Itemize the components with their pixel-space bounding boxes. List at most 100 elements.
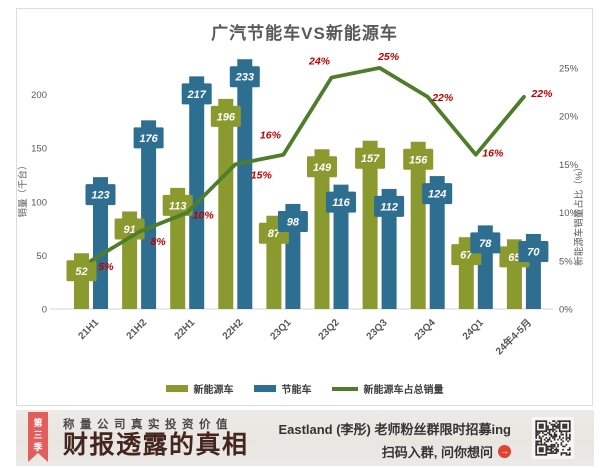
x-tick-label: 24年4-5月 bbox=[493, 316, 534, 357]
bar-cap bbox=[403, 148, 434, 170]
trend-line bbox=[89, 66, 526, 263]
legend-label: 新能源车占总销量 bbox=[363, 385, 444, 396]
bar-value-label: 98 bbox=[287, 216, 300, 228]
promo-line2: 扫码入群, 问你想问 → bbox=[382, 442, 511, 461]
qr-code-icon bbox=[532, 417, 574, 459]
season-ribbon-label: 第三季 bbox=[32, 418, 43, 454]
bar-value-label: 149 bbox=[313, 162, 332, 174]
legend-item-energy-saving: 节能车 bbox=[253, 381, 312, 396]
x-tick-label: 22H2 bbox=[221, 317, 246, 342]
bar-cap bbox=[277, 210, 308, 232]
bar-value-label: 116 bbox=[332, 197, 350, 209]
banner-right: Eastland (李彤) 老师粉丝群限时招募ing 扫码入群, 问你想问 → bbox=[278, 419, 511, 461]
pct-label: 24% bbox=[308, 56, 331, 68]
pct-label: 22% bbox=[530, 88, 553, 100]
bar bbox=[429, 176, 445, 309]
promo-banner: 第三季 称量公司真实投资价值 财报透露的真相 Eastland (李彤) 老师粉… bbox=[16, 410, 594, 466]
banner-title: 财报透露的真相 bbox=[63, 432, 249, 459]
bar-value-label: 52 bbox=[75, 266, 87, 278]
bar-cap bbox=[355, 147, 386, 169]
pct-label: 16% bbox=[260, 130, 282, 142]
y-right-tick-label: 20% bbox=[559, 112, 579, 123]
banner-left: 称量公司真实投资价值 财报透露的真相 bbox=[63, 416, 249, 459]
pct-label: 15% bbox=[251, 169, 273, 181]
bar-cap bbox=[162, 194, 193, 216]
x-tick-label: 24Q1 bbox=[461, 317, 486, 342]
banner-subtitle: 称量公司真实投资价值 bbox=[63, 419, 233, 431]
x-tick-label: 22H1 bbox=[173, 317, 198, 342]
bar-cap bbox=[181, 83, 212, 105]
chart-panel: 0 50 100 150 200 0% 5% 10% 15% 20% 25% 销量（千台） 新能源车销量… bbox=[16, 8, 593, 406]
bar-value-label: 67 bbox=[460, 250, 473, 262]
x-tick-label: 23Q2 bbox=[317, 317, 342, 342]
x-tick-label: 21H2 bbox=[125, 317, 150, 342]
bar-cap bbox=[518, 240, 549, 262]
chart-canvas: 0 50 100 150 200 0% 5% 10% 15% 20% 25% 销量（千台） 新能源车销量… bbox=[17, 51, 585, 357]
pct-label: 22% bbox=[431, 92, 454, 104]
bar-value-label: 217 bbox=[187, 89, 207, 101]
x-tick-label: 23Q1 bbox=[268, 317, 293, 342]
bar-value-label: 113 bbox=[169, 200, 187, 212]
bar-value-label: 123 bbox=[91, 190, 109, 202]
y-left-tick-label: 50 bbox=[36, 251, 47, 262]
pct-label: 10% bbox=[193, 210, 215, 222]
y-right-tick-label: 10% bbox=[559, 208, 579, 219]
legend-item-trend: 新能源车占总销量 bbox=[331, 381, 444, 396]
energy-saving-swatch-icon bbox=[253, 385, 276, 392]
arrow-circle-icon: → bbox=[498, 445, 511, 458]
bar-cap bbox=[374, 195, 405, 217]
y-right-tick-label: 25% bbox=[559, 63, 579, 74]
bar-cap bbox=[133, 127, 164, 149]
y-left-axis-title: 销量（千台） bbox=[17, 160, 29, 217]
bar bbox=[237, 59, 253, 309]
pct-label: 25% bbox=[377, 51, 400, 63]
bar-cap bbox=[85, 184, 116, 206]
y-right-tick-label: 5% bbox=[559, 256, 573, 267]
bar-value-label: 124 bbox=[428, 189, 446, 201]
bar bbox=[410, 141, 426, 309]
bar-cap bbox=[470, 232, 501, 254]
y-left-tick-label: 0 bbox=[42, 305, 47, 316]
y-right-axis-title: 新能源车销量占比（%） bbox=[573, 162, 585, 265]
bar-cap bbox=[326, 191, 356, 213]
bar-cap bbox=[422, 183, 453, 205]
bar bbox=[314, 149, 330, 309]
y-right-tick-label: 15% bbox=[559, 160, 579, 171]
x-tick-label: 21H1 bbox=[76, 317, 101, 342]
chart-legend: 新能源车 节能车 新能源车占总销量 bbox=[17, 381, 592, 396]
season-ribbon: 第三季 bbox=[28, 412, 48, 462]
bar-value-label: 78 bbox=[479, 238, 492, 250]
bar-cap bbox=[229, 66, 260, 88]
legend-label: 新能源车 bbox=[193, 385, 234, 396]
bar-cap bbox=[307, 156, 337, 178]
bar-value-label: 156 bbox=[409, 154, 428, 166]
bar bbox=[141, 120, 157, 309]
chart-title: 广汽节能车VS新能源车 bbox=[211, 24, 398, 43]
x-tick-label: 23Q4 bbox=[413, 317, 438, 342]
bar bbox=[189, 76, 205, 309]
pct-label: 5% bbox=[98, 261, 114, 273]
bar-cap bbox=[210, 105, 241, 127]
bar-value-label: 157 bbox=[361, 153, 380, 165]
bar-value-label: 65 bbox=[508, 252, 521, 264]
y-left-tick-label: 200 bbox=[31, 90, 47, 101]
bar bbox=[362, 140, 378, 309]
bar-cap bbox=[66, 260, 97, 282]
bar-value-label: 233 bbox=[235, 72, 254, 84]
bar bbox=[333, 184, 349, 309]
bar-value-label: 196 bbox=[217, 111, 236, 123]
new-energy-swatch-icon bbox=[165, 385, 188, 392]
y-right-tick-label: 0% bbox=[559, 305, 573, 316]
promo-line1: Eastland (李彤) 老师粉丝群限时招募ing bbox=[278, 422, 511, 437]
legend-label: 节能车 bbox=[281, 385, 312, 396]
bar bbox=[381, 188, 397, 309]
pct-label: 16% bbox=[482, 148, 504, 160]
trend-line-swatch-icon bbox=[331, 386, 358, 391]
promo-line2-text: 扫码入群, 问你想问 bbox=[381, 445, 493, 460]
pct-label: 8% bbox=[151, 236, 167, 248]
bar bbox=[218, 98, 234, 309]
x-tick-label: 23Q3 bbox=[365, 317, 390, 342]
bar-value-label: 112 bbox=[380, 201, 398, 213]
bar-value-label: 87 bbox=[268, 228, 281, 240]
